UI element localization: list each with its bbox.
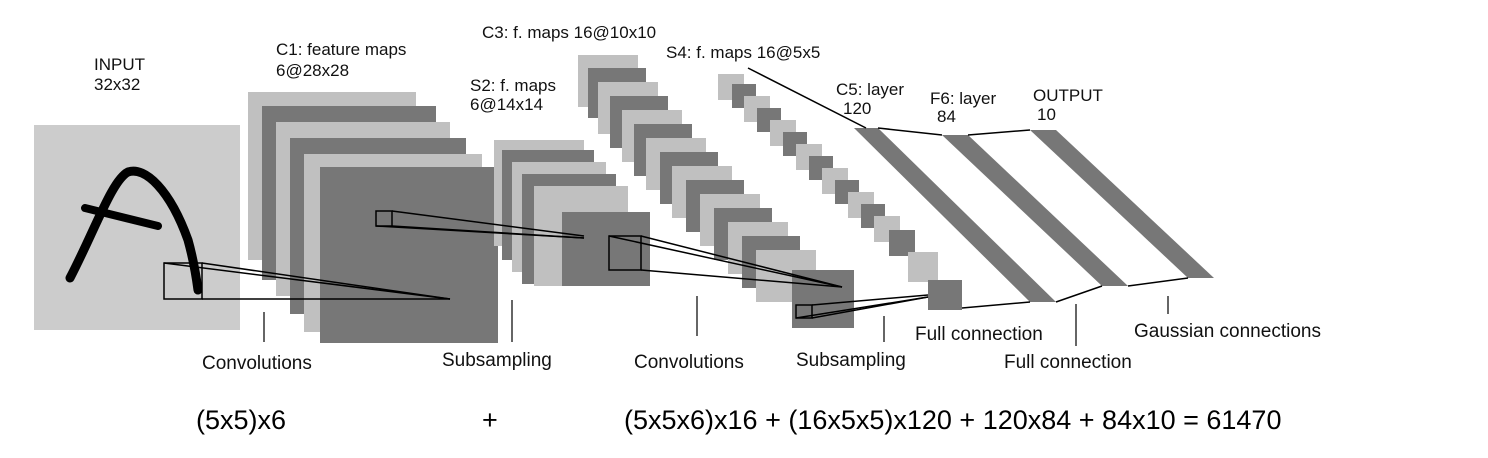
formula-plus: + [482, 405, 498, 435]
formula-part1: (5x5)x6 [196, 405, 286, 435]
operation-ticks [263, 296, 1169, 346]
output-label: OUTPUT [1033, 86, 1103, 105]
s2-receptive-field [608, 235, 642, 271]
s2-layer [494, 140, 650, 286]
op-gaussian-connections: Gaussian connections [1134, 321, 1321, 342]
formula-part2: (5x5x6)x16 + (16x5x5)x120 + 120x84 + 84x… [624, 405, 1281, 435]
op-subsampling-2: Subsampling [796, 350, 906, 371]
s4-map [889, 230, 915, 256]
op-full-connection-2: Full connection [1004, 352, 1132, 373]
handwritten-letter-a-icon [65, 166, 203, 295]
sub2-projection [795, 294, 929, 319]
fc-connections [747, 67, 1189, 309]
output-size-label: 10 [1037, 105, 1056, 124]
handwritten-letter-a-bar-icon [81, 204, 162, 230]
op-convolutions-2: Convolutions [634, 352, 744, 373]
op-full-connection-1: Full connection [915, 324, 1043, 345]
c5-size-label: 120 [843, 99, 871, 118]
sub1-projection [375, 210, 585, 239]
c5-label: C5: layer [836, 80, 904, 99]
c1-label: C1: feature maps [276, 40, 406, 59]
s4-label: S4: f. maps 16@5x5 [666, 43, 820, 62]
s2-map [562, 212, 650, 286]
s2-size-label: 6@14x14 [470, 95, 543, 114]
input-size-label: 32x32 [94, 75, 140, 94]
s4-layer [718, 74, 962, 310]
c1-layer [248, 92, 498, 343]
c3-layer [578, 55, 854, 328]
conv1-projection [163, 262, 451, 300]
conv2-projection [608, 235, 843, 288]
s4-map [928, 280, 962, 310]
f6-size-label: 84 [937, 107, 956, 126]
fully-connected-layers [854, 128, 1214, 302]
op-subsampling-1: Subsampling [442, 350, 552, 371]
f6-label: F6: layer [930, 89, 996, 108]
output-band [1030, 130, 1214, 278]
input-receptive-field [163, 262, 203, 300]
c1-size-label: 6@28x28 [276, 61, 349, 80]
c5-band [854, 128, 1056, 302]
s4-map [908, 252, 938, 282]
input-layer [34, 125, 240, 330]
input-image [34, 125, 240, 330]
f6-band [942, 135, 1128, 286]
op-convolutions-1: Convolutions [202, 353, 312, 374]
input-label: INPUT [94, 55, 145, 74]
c1-map [320, 167, 498, 343]
s2-label: S2: f. maps [470, 76, 556, 95]
c3-receptive-field [795, 304, 813, 319]
c3-label: C3: f. maps 16@10x10 [482, 23, 656, 42]
